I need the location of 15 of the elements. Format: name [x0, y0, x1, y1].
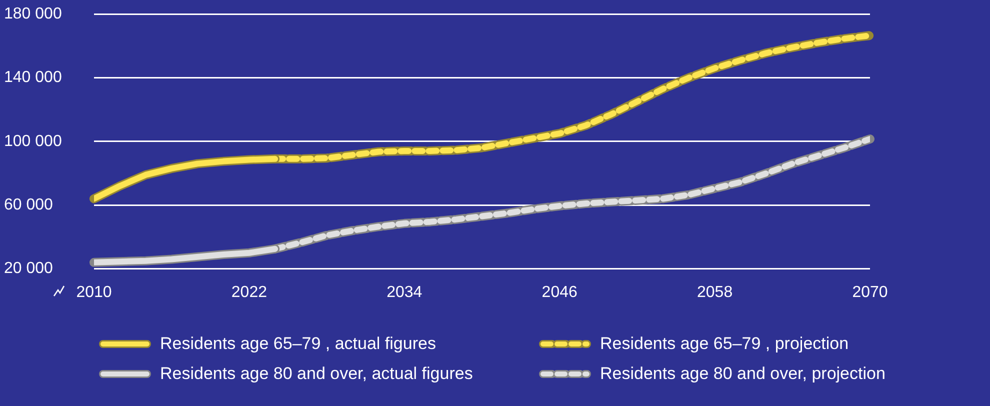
y-tick-label: 140 000: [4, 69, 62, 86]
x-tick-label: 2022: [231, 284, 268, 301]
legend-label: Residents age 80 and over, actual figures: [160, 364, 473, 384]
legend-label: Residents age 65–79 , projection: [600, 334, 849, 354]
y-tick-label: 20 000: [4, 260, 54, 278]
y-tick-label: 180 000: [4, 5, 62, 22]
x-tick-label: 2046: [542, 284, 578, 301]
y-tick-label: 100 000: [4, 132, 62, 150]
x-tick-label: 2058: [697, 284, 733, 301]
x-tick-label: 2010: [76, 284, 112, 301]
legend-label: Residents age 65–79 , actual figures: [160, 334, 436, 354]
x-tick-label: 2034: [386, 284, 422, 301]
y-tick-label: 60 000: [4, 196, 54, 214]
x-tick-label: 2070: [852, 284, 888, 301]
legend-label: Residents age 80 and over, projection: [600, 364, 886, 384]
